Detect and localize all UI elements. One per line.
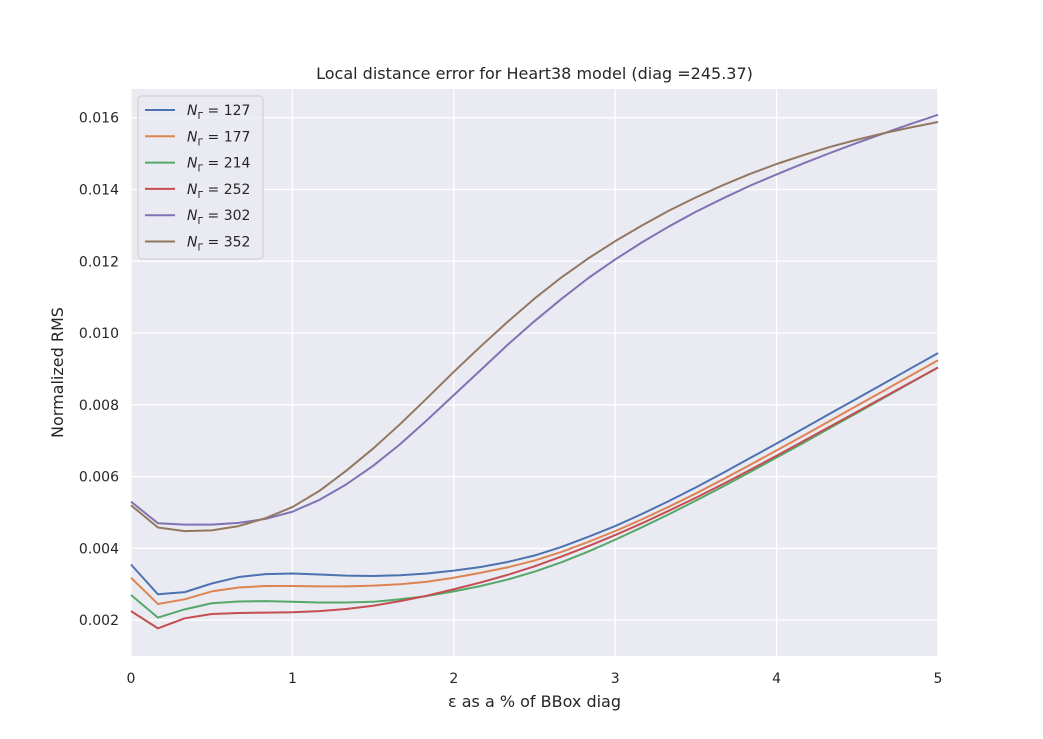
y-tick-label: 0.010 <box>79 326 119 342</box>
x-tick-label: 1 <box>288 671 297 687</box>
series-line-1 <box>130 359 939 605</box>
legend-entry: NΓ = 214 <box>187 156 251 175</box>
y-tick-label: 0.012 <box>79 254 119 270</box>
y-tick-labels: 0.002 0.004 0.006 0.008 0.010 0.012 0.014 0.016 <box>79 111 119 629</box>
x-tick-label: 4 <box>772 671 781 687</box>
legend-entry: NΓ = 252 <box>187 182 250 201</box>
y-tick-label: 0.008 <box>79 398 119 414</box>
x-axis-label: ε as a % of BBox diag <box>448 692 621 711</box>
series-line-2 <box>130 366 939 619</box>
y-axis-label: Normalized RMS <box>48 307 67 438</box>
x-tick-labels: 0 1 2 3 4 5 <box>127 671 943 687</box>
x-tick-label: 2 <box>449 671 458 687</box>
legend: NΓ = 127 NΓ = 177 NΓ = 214 NΓ = 252 NΓ = 302… <box>137 95 264 260</box>
x-tick-label: 5 <box>934 671 943 687</box>
legend-entry: NΓ = 352 <box>187 235 250 254</box>
series-lines <box>130 113 939 630</box>
y-tick-label: 0.014 <box>79 182 119 198</box>
x-tick-label: 3 <box>611 671 620 687</box>
legend-entry: NΓ = 302 <box>187 208 250 227</box>
series-line-0 <box>130 352 939 596</box>
y-tick-label: 0.002 <box>79 613 119 629</box>
x-tick-label: 0 <box>127 671 136 687</box>
legend-entry: NΓ = 127 <box>187 103 250 122</box>
legend-entry: NΓ = 177 <box>187 129 250 148</box>
chart-title: Local distance error for Heart38 model (… <box>316 64 753 83</box>
y-tick-label: 0.004 <box>79 541 119 557</box>
y-tick-label: 0.006 <box>79 470 119 486</box>
series-line-3 <box>130 366 939 630</box>
series-line-5 <box>130 121 939 533</box>
y-tick-label: 0.016 <box>79 111 119 127</box>
